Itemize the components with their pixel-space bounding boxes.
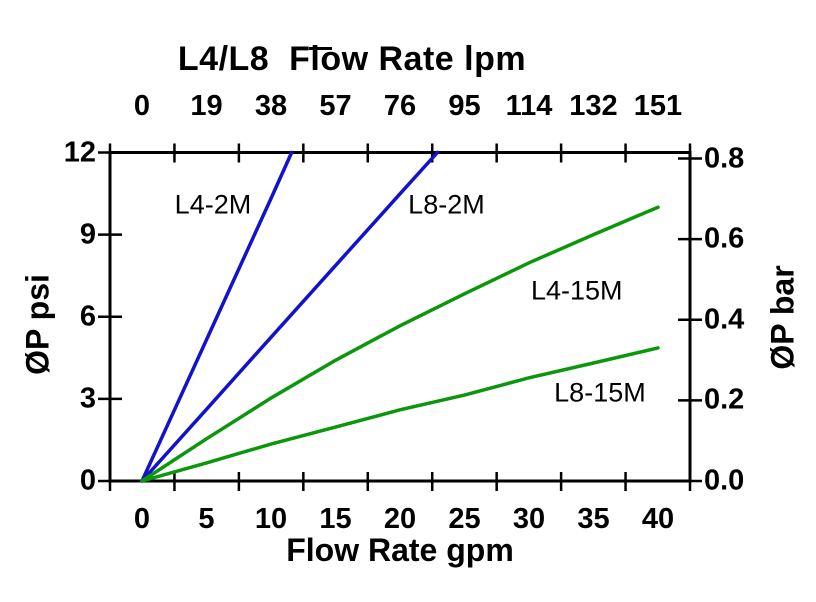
- left-axis-tick-label: 9: [79, 218, 96, 251]
- bottom-axis-tick-label: 30: [512, 503, 546, 535]
- bottom-axis-tick-label: 20: [383, 503, 417, 535]
- right-axis-title: ØP bar: [764, 265, 801, 370]
- bottom-axis-tick-label: 25: [448, 503, 481, 535]
- left-axis-title: ØP psi: [19, 274, 56, 375]
- bottom-axis-title: Flow Rate gpm: [286, 532, 514, 568]
- top-axis-tick-label: 95: [448, 90, 481, 122]
- right-axis-tick-label: 0.0: [704, 464, 745, 497]
- right-axis-tick-label: 0.2: [704, 383, 745, 416]
- right-axis-tick-label: 0.4: [704, 303, 745, 336]
- stray-mark: [309, 47, 332, 50]
- left-axis-tick-label: 0: [79, 464, 96, 497]
- series-line-l8-15m: [140, 346, 660, 483]
- series-label-l4-15m: L4-15M: [530, 275, 623, 306]
- chart-title: L4/L8 Flow Rate lpm: [177, 40, 527, 78]
- series-line-l4-2m: [140, 150, 294, 483]
- top-axis-tick-label: 0: [133, 90, 151, 122]
- bottom-axis-tick-label: 5: [198, 503, 215, 535]
- top-axis-tick-label: 19: [190, 90, 223, 122]
- right-axis-tick-label: 0.8: [704, 142, 745, 175]
- series-label-l8-2m: L8-2M: [408, 189, 485, 219]
- bottom-axis-tick-label: 40: [641, 503, 675, 535]
- left-axis-tick-label: 6: [79, 300, 96, 333]
- series-line-l4-15m: [140, 205, 660, 483]
- series-line-l8-2m: [140, 150, 440, 483]
- series-label-l4-2m: L4-2M: [174, 189, 252, 219]
- bottom-axis-tick-label: 0: [133, 503, 151, 535]
- top-axis-tick-label: 57: [319, 90, 352, 122]
- left-axis-tick-label: 3: [79, 382, 96, 415]
- right-axis-tick-label: 0.6: [704, 222, 745, 255]
- series-label-l8-15m: L8-15M: [554, 377, 646, 408]
- bottom-axis-tick-label: 35: [577, 503, 610, 535]
- top-axis-tick-label: 114: [505, 90, 553, 122]
- bottom-axis-tick-label: 10: [254, 503, 288, 535]
- top-axis-tick-label: 151: [633, 90, 683, 122]
- top-axis-tick-label: 76: [383, 90, 417, 122]
- bottom-axis-tick-label: 15: [319, 503, 352, 535]
- left-axis-tick-label: 12: [63, 136, 96, 168]
- top-axis-tick-label: 132: [569, 90, 618, 122]
- top-axis-tick-label: 38: [254, 90, 288, 122]
